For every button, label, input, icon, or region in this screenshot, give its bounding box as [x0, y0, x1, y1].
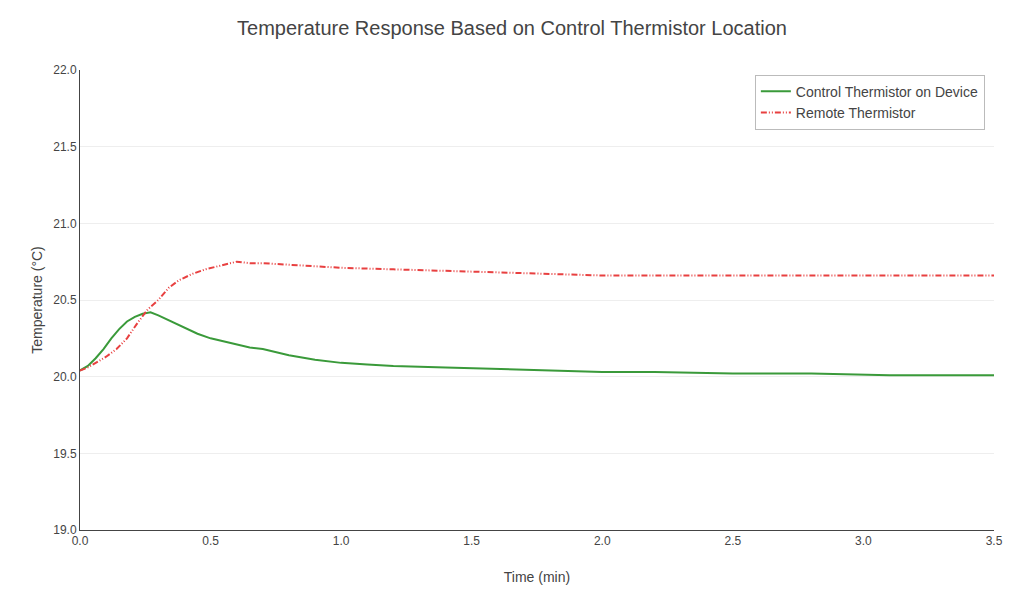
svg-text:3.0: 3.0	[855, 534, 872, 548]
svg-text:3.5: 3.5	[986, 534, 1003, 548]
svg-text:1.5: 1.5	[463, 534, 480, 548]
svg-text:Temperature Response Based on: Temperature Response Based on Control Th…	[237, 17, 787, 39]
svg-text:22.0: 22.0	[53, 63, 77, 77]
svg-text:2.0: 2.0	[594, 534, 611, 548]
svg-text:19.0: 19.0	[53, 523, 77, 537]
svg-text:1.0: 1.0	[333, 534, 350, 548]
svg-text:20.5: 20.5	[53, 293, 77, 307]
svg-text:Temperature (°C): Temperature (°C)	[29, 246, 45, 354]
svg-text:Control Thermistor on Device: Control Thermistor on Device	[796, 84, 978, 100]
svg-text:19.5: 19.5	[53, 447, 77, 461]
svg-text:2.5: 2.5	[725, 534, 742, 548]
svg-text:20.0: 20.0	[53, 370, 77, 384]
svg-text:0.5: 0.5	[202, 534, 219, 548]
svg-text:Remote Thermistor: Remote Thermistor	[796, 105, 916, 121]
svg-text:Time (min): Time (min)	[504, 569, 570, 585]
svg-text:21.5: 21.5	[53, 140, 77, 154]
svg-text:0.0: 0.0	[72, 534, 89, 548]
svg-text:21.0: 21.0	[53, 217, 77, 231]
